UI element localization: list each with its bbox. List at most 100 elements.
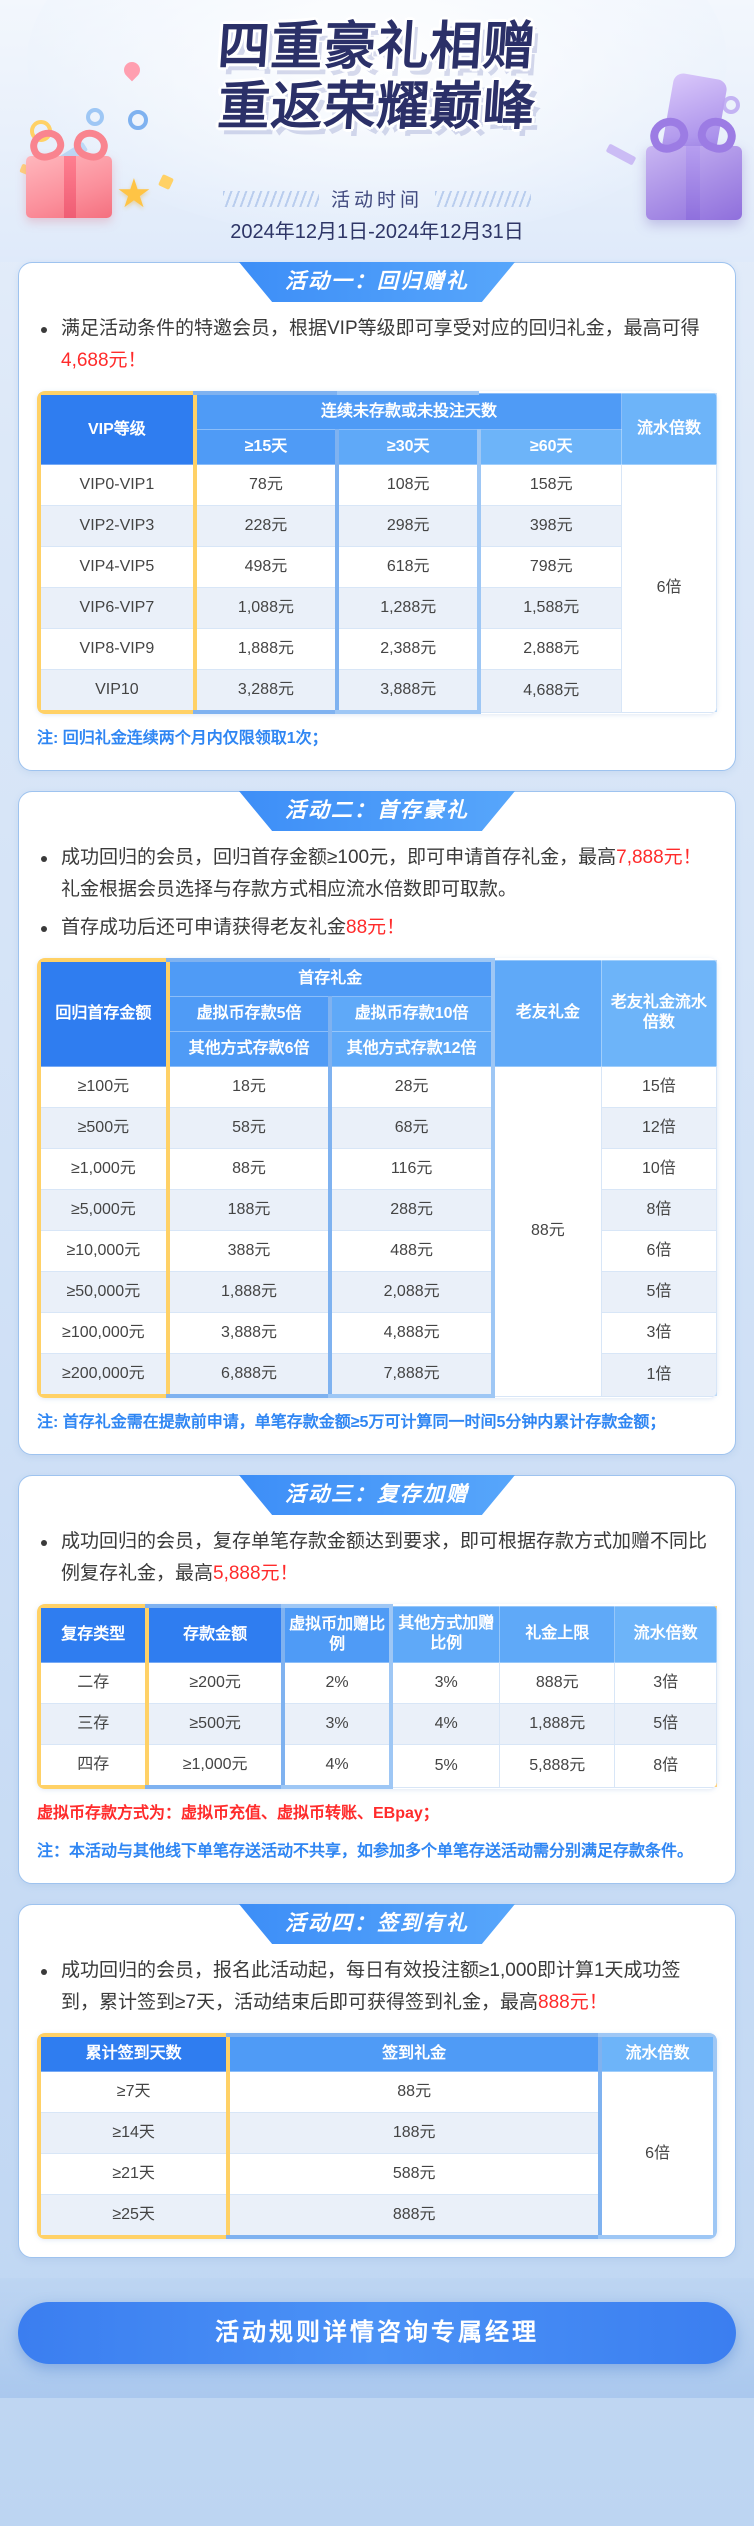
cell-vip: VIP0-VIP1 [38, 464, 196, 506]
bullet-item: 成功回归的会员，回归首存金额≥100元，即可申请首存礼金，最高7,888元！ 礼金… [37, 842, 717, 906]
table-row: 四存 ≥1,000元 4% 5% 5,888元 8倍 [38, 1744, 717, 1788]
cell-value: 188元 [167, 1189, 331, 1231]
section-tab-activity-four: 活动四：签到有礼 [239, 1904, 515, 1944]
table-header-multiplier: 流水倍数 [599, 2034, 716, 2072]
table-header-deposit-amount: 存款金额 [146, 1605, 284, 1663]
cell-value: 298元 [336, 505, 480, 547]
cell-value: 4% [390, 1703, 501, 1745]
bullet-text: 成功回归的会员，复存单笔存款金额达到要求，即可根据存款方式加赠不同比例复存礼金，… [61, 1531, 708, 1584]
cell-multiplier: 6倍 [600, 1230, 717, 1272]
table-header-day-30: ≥30天 [336, 429, 480, 465]
cell-value: 5,888元 [499, 1744, 616, 1788]
table-header-multiplier: 流水倍数 [621, 392, 717, 465]
contact-manager-button[interactable]: 活动规则详情咨询专属经理 [18, 2302, 736, 2364]
cell-value: 388元 [167, 1230, 331, 1272]
section-tab-label: 活动四：签到有礼 [285, 1912, 469, 1935]
table-row: ≥1,000元 88元 116元 10倍 [38, 1148, 717, 1190]
cell-value: 78元 [194, 464, 338, 506]
cell-vip: VIP4-VIP5 [38, 546, 196, 588]
vip-gift-table: VIP等级 连续未存款或未投注天数 流水倍数 ≥15天 ≥30天 ≥60天 VI… [37, 391, 717, 714]
cell-amount: ≥1,000元 [38, 1148, 169, 1190]
page-title: 四重豪礼相赠 重返荣耀巅峰 [0, 17, 754, 137]
cell-amount: ≥100,000元 [38, 1312, 169, 1354]
cell-friend-gift: 88元 [492, 1066, 602, 1397]
section-note-activity-three: 注：本活动与其他线下单笔存送活动不共享，如参加多个单笔存送活动需分别满足存款条件… [37, 1843, 694, 1860]
section-tab-activity-three: 活动三：复存加赠 [239, 1475, 515, 1515]
cell-value: 228元 [194, 505, 338, 547]
cell-value: 1,888元 [194, 628, 338, 670]
bullet-item: 满足活动条件的特邀会员，根据VIP等级即可享受对应的回归礼金，最高可得 4,688… [37, 313, 717, 377]
table-row: ≥5,000元 188元 288元 8倍 [38, 1189, 717, 1231]
cell-value: 88元 [227, 2071, 601, 2113]
table-header-first-deposit-gift: 首存礼金 [167, 959, 494, 997]
gift-box-left-decoration [8, 98, 158, 218]
cell-value: 5% [390, 1744, 501, 1788]
table-row: 二存 ≥200元 2% 3% 888元 3倍 [38, 1662, 717, 1704]
table-row: ≥100元 18元 28元 88元 15倍 [38, 1066, 717, 1397]
table-row: VIP0-VIP1 78元 108元 158元 6倍 [38, 464, 717, 713]
cell-multiplier: 3倍 [600, 1312, 717, 1354]
table-row: VIP6-VIP7 1,088元 1,288元 1,588元 [38, 587, 717, 629]
table-row: ≥500元 58元 68元 12倍 [38, 1107, 717, 1149]
cell-multiplier: 8倍 [600, 1189, 717, 1231]
cell-value: 4,688元 [478, 669, 623, 713]
cell-value: 488元 [329, 1230, 494, 1272]
bullet-list-activity-three: 成功回归的会员，复存单笔存款金额达到要求，即可根据存款方式加赠不同比例复存礼金，… [37, 1526, 717, 1590]
cell-value: 58元 [167, 1107, 331, 1149]
cell-type: 二存 [38, 1662, 148, 1704]
cell-value: 798元 [478, 546, 623, 588]
cell-value: 588元 [227, 2153, 601, 2195]
sections-container: 活动一：回归赠礼 满足活动条件的特邀会员，根据VIP等级即可享受对应的回归礼金，… [0, 262, 754, 2258]
cell-multiplier: 10倍 [600, 1148, 717, 1190]
table-row: ≥7天 88元 6倍 [38, 2071, 716, 2238]
cell-value: 3,888元 [167, 1312, 331, 1354]
cell-value: 2,088元 [329, 1271, 494, 1313]
cell-amount: ≥500元 [38, 1107, 169, 1149]
cell-value: 1,088元 [194, 587, 338, 629]
section-note-red-activity-three: 虚拟币存款方式为：虚拟币充值、虚拟币转账、EBpay； [37, 1805, 439, 1822]
cell-value: 888元 [499, 1662, 616, 1704]
cell-value: 28元 [329, 1066, 494, 1108]
cell-value: 288元 [329, 1189, 494, 1231]
table-row: ≥14天 188元 [38, 2112, 715, 2154]
activity-period-range: 2024年12月1日-2024年12月31日 [230, 221, 524, 243]
cell-amount: ≥5,000元 [38, 1189, 169, 1231]
section-card-activity-two: 活动二：首存豪礼 成功回归的会员，回归首存金额≥100元，即可申请首存礼金，最高… [18, 791, 736, 1455]
section-card-activity-one: 活动一：回归赠礼 满足活动条件的特邀会员，根据VIP等级即可享受对应的回归礼金，… [18, 262, 736, 771]
section-tab-activity-one: 活动一：回归赠礼 [239, 262, 515, 302]
cell-value: 3,288元 [194, 669, 338, 713]
cell-amount: ≥50,000元 [38, 1271, 169, 1313]
bullet-text: 礼金根据会员选择与存款方式相应流水倍数即可取款。 [61, 879, 518, 900]
section-tab-activity-two: 活动二：首存豪礼 [239, 791, 515, 831]
bullet-text: 满足活动条件的特邀会员，根据VIP等级即可享受对应的回归礼金，最高可得 [61, 318, 700, 339]
purple-gift-box-icon [646, 146, 742, 220]
cell-multiplier: 8倍 [614, 1744, 717, 1788]
table-header-other-12x: 其他方式存款12倍 [329, 1031, 494, 1067]
cell-value: 498元 [194, 546, 338, 588]
bullet-list-activity-four: 成功回归的会员，报名此活动起，每日有效投注额≥1,000即计算1天成功签到，累计… [37, 1955, 717, 2019]
bullet-item: 成功回归的会员，复存单笔存款金额达到要求，即可根据存款方式加赠不同比例复存礼金，… [37, 1526, 717, 1590]
cell-value: 1,588元 [478, 587, 623, 629]
bullet-list-activity-one: 满足活动条件的特邀会员，根据VIP等级即可享受对应的回归礼金，最高可得 4,688… [37, 313, 717, 377]
cell-value: 4% [282, 1744, 392, 1788]
table-header-friend-multiplier: 老友礼金流水倍数 [600, 959, 717, 1067]
hero-banner: 四重豪礼相赠 重返荣耀巅峰 活动时间 2024年12月1日-2024年12月31… [0, 0, 754, 262]
cell-vip: VIP2-VIP3 [38, 505, 196, 547]
table-header-crypto-bonus-ratio: 虚拟币加赠比例 [282, 1605, 392, 1663]
cell-multiplier: 5倍 [600, 1271, 717, 1313]
cell-type: 三存 [38, 1703, 148, 1745]
activity-period-label: 活动时间 [330, 190, 423, 211]
section-note-activity-one: 注: 回归礼金连续两个月内仅限领取1次； [37, 730, 328, 747]
table-header-other-6x: 其他方式存款6倍 [167, 1031, 331, 1067]
first-deposit-table: 回归首存金额 首存礼金 老友礼金 老友礼金流水倍数 虚拟币存款5倍 虚拟币存款1… [37, 958, 717, 1398]
cell-multiplier: 5倍 [614, 1703, 717, 1745]
cell-value: 18元 [167, 1066, 331, 1108]
table-header-checkin-days: 累计签到天数 [38, 2034, 229, 2072]
page-title-line-1: 四重豪礼相赠 [215, 17, 539, 77]
page-title-line-2: 重返荣耀巅峰 [215, 77, 539, 137]
hatch-decoration-left [222, 190, 319, 207]
cell-value: 4,888元 [329, 1312, 494, 1354]
table-header-gift-cap: 礼金上限 [499, 1605, 616, 1663]
table-header-day-60: ≥60天 [478, 429, 623, 465]
